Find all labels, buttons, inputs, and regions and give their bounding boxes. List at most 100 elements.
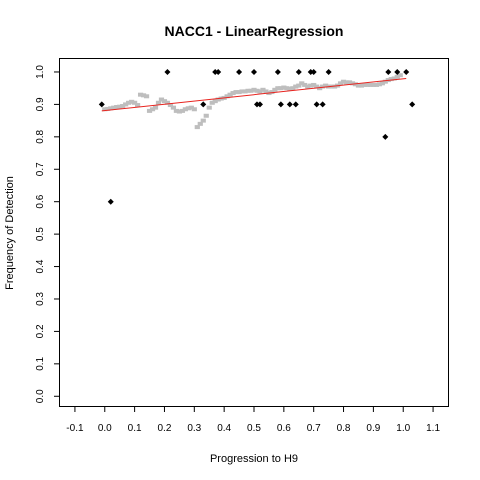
fitted-point — [164, 100, 171, 105]
observed-point — [295, 68, 302, 75]
x-axis: -0.1 0.0 0.1 0.2 0.3 0.4 0.5 0.6 0.7 0.8 0.9 1.0 1.1 — [66, 406, 440, 434]
observed-point — [403, 68, 410, 75]
observed-point — [319, 101, 326, 108]
x-tick-label: 0.9 — [366, 423, 380, 434]
fitted-point — [188, 105, 194, 110]
fitted-point — [287, 86, 293, 91]
fitted-point — [209, 100, 215, 105]
fitted-point — [233, 90, 239, 95]
fitted-point — [200, 118, 206, 123]
fitted-point — [340, 79, 347, 84]
observed-point — [215, 68, 222, 75]
fitted-point — [239, 89, 245, 94]
x-tick-label: -0.1 — [66, 423, 84, 434]
fitted-point — [367, 82, 373, 87]
fitted-point — [182, 107, 188, 112]
plot-frame — [59, 58, 449, 407]
observed-point — [313, 101, 320, 108]
fitted-point — [391, 76, 397, 81]
fitted-point — [388, 77, 394, 82]
fitted-point — [260, 87, 266, 92]
fitted-point — [140, 93, 147, 98]
fitted-point — [236, 90, 242, 95]
fitted-point — [152, 105, 159, 110]
fitted-point — [129, 99, 135, 104]
fitted-point — [343, 80, 350, 85]
fitted-point — [194, 125, 200, 130]
y-tick-label: 0.4 — [35, 259, 46, 273]
y-tick-label: 1.0 — [35, 65, 46, 79]
x-tick-label: 0.0 — [98, 423, 112, 434]
fitted-point — [337, 81, 344, 86]
x-tick-label: 1.1 — [426, 423, 440, 434]
fitted-point — [382, 79, 388, 84]
fitted-point — [230, 91, 236, 96]
observed-point — [277, 101, 284, 108]
fitted-point — [281, 85, 287, 90]
fitted-point — [137, 92, 144, 97]
fitted-point — [212, 99, 218, 104]
fitted-point — [123, 102, 129, 107]
observed-point — [292, 101, 299, 108]
x-tick-label: 0.1 — [128, 423, 142, 434]
fitted-point — [105, 106, 111, 111]
fitted-point — [146, 108, 153, 113]
chart-title: NACC1 - LinearRegression — [165, 23, 344, 39]
fitted-point — [173, 108, 179, 113]
fitted-point — [155, 100, 162, 105]
fitted-point — [161, 99, 168, 104]
fitted-point — [176, 109, 182, 114]
x-tick-label: 0.7 — [307, 423, 321, 434]
fitted-point — [179, 108, 185, 113]
fitted-point — [158, 97, 165, 102]
fitted-point — [143, 94, 150, 99]
observed-point — [382, 133, 389, 140]
y-tick-label: 0.2 — [35, 324, 46, 338]
fitted-point — [102, 107, 108, 112]
fitted-point — [296, 83, 302, 88]
y-tick-label: 0.8 — [35, 129, 46, 143]
fitted-point — [132, 100, 138, 105]
observed-point — [256, 101, 263, 108]
x-tick-label: 0.5 — [247, 423, 261, 434]
regression-line — [101, 77, 407, 112]
fitted-point — [245, 88, 251, 93]
fitted-point — [305, 84, 311, 89]
fitted-point — [355, 83, 362, 88]
fitted-point — [379, 81, 385, 86]
fitted-point — [278, 86, 284, 91]
y-axis: 0.0 0.1 0.2 0.3 0.4 0.5 0.6 0.7 0.8 0.9 1.0 — [35, 65, 60, 403]
y-tick-label: 0.5 — [35, 227, 46, 241]
observed-series — [98, 68, 416, 205]
fitted-point — [364, 82, 371, 87]
x-tick-label: 0.6 — [277, 423, 291, 434]
fitted-point — [170, 105, 177, 110]
observed-point — [200, 101, 207, 108]
observed-point — [98, 101, 105, 108]
fitted-point — [349, 81, 356, 86]
fitted-point — [317, 86, 323, 91]
x-axis-label: Progression to H9 — [210, 453, 298, 465]
regression-series — [101, 77, 407, 112]
fitted-point — [185, 106, 191, 111]
observed-point — [325, 68, 332, 75]
fitted-point — [167, 103, 174, 108]
fitted-point — [293, 84, 299, 89]
y-tick-label: 0.7 — [35, 162, 46, 176]
observed-point — [107, 198, 114, 205]
fitted-point — [120, 104, 126, 109]
fitted-point — [269, 90, 275, 95]
fitted-point — [197, 121, 203, 126]
fitted-point — [117, 104, 123, 109]
fitted-point — [224, 94, 230, 99]
fitted-point — [346, 80, 353, 85]
fitted-point — [361, 82, 368, 87]
x-tick-label: 0.8 — [337, 423, 351, 434]
fitted-point — [308, 83, 314, 88]
fitted-point — [251, 87, 257, 92]
fitted-point — [370, 82, 376, 87]
observed-point — [236, 68, 243, 75]
observed-point — [164, 68, 171, 75]
fitted-point — [111, 105, 117, 110]
fitted-point — [373, 82, 379, 87]
